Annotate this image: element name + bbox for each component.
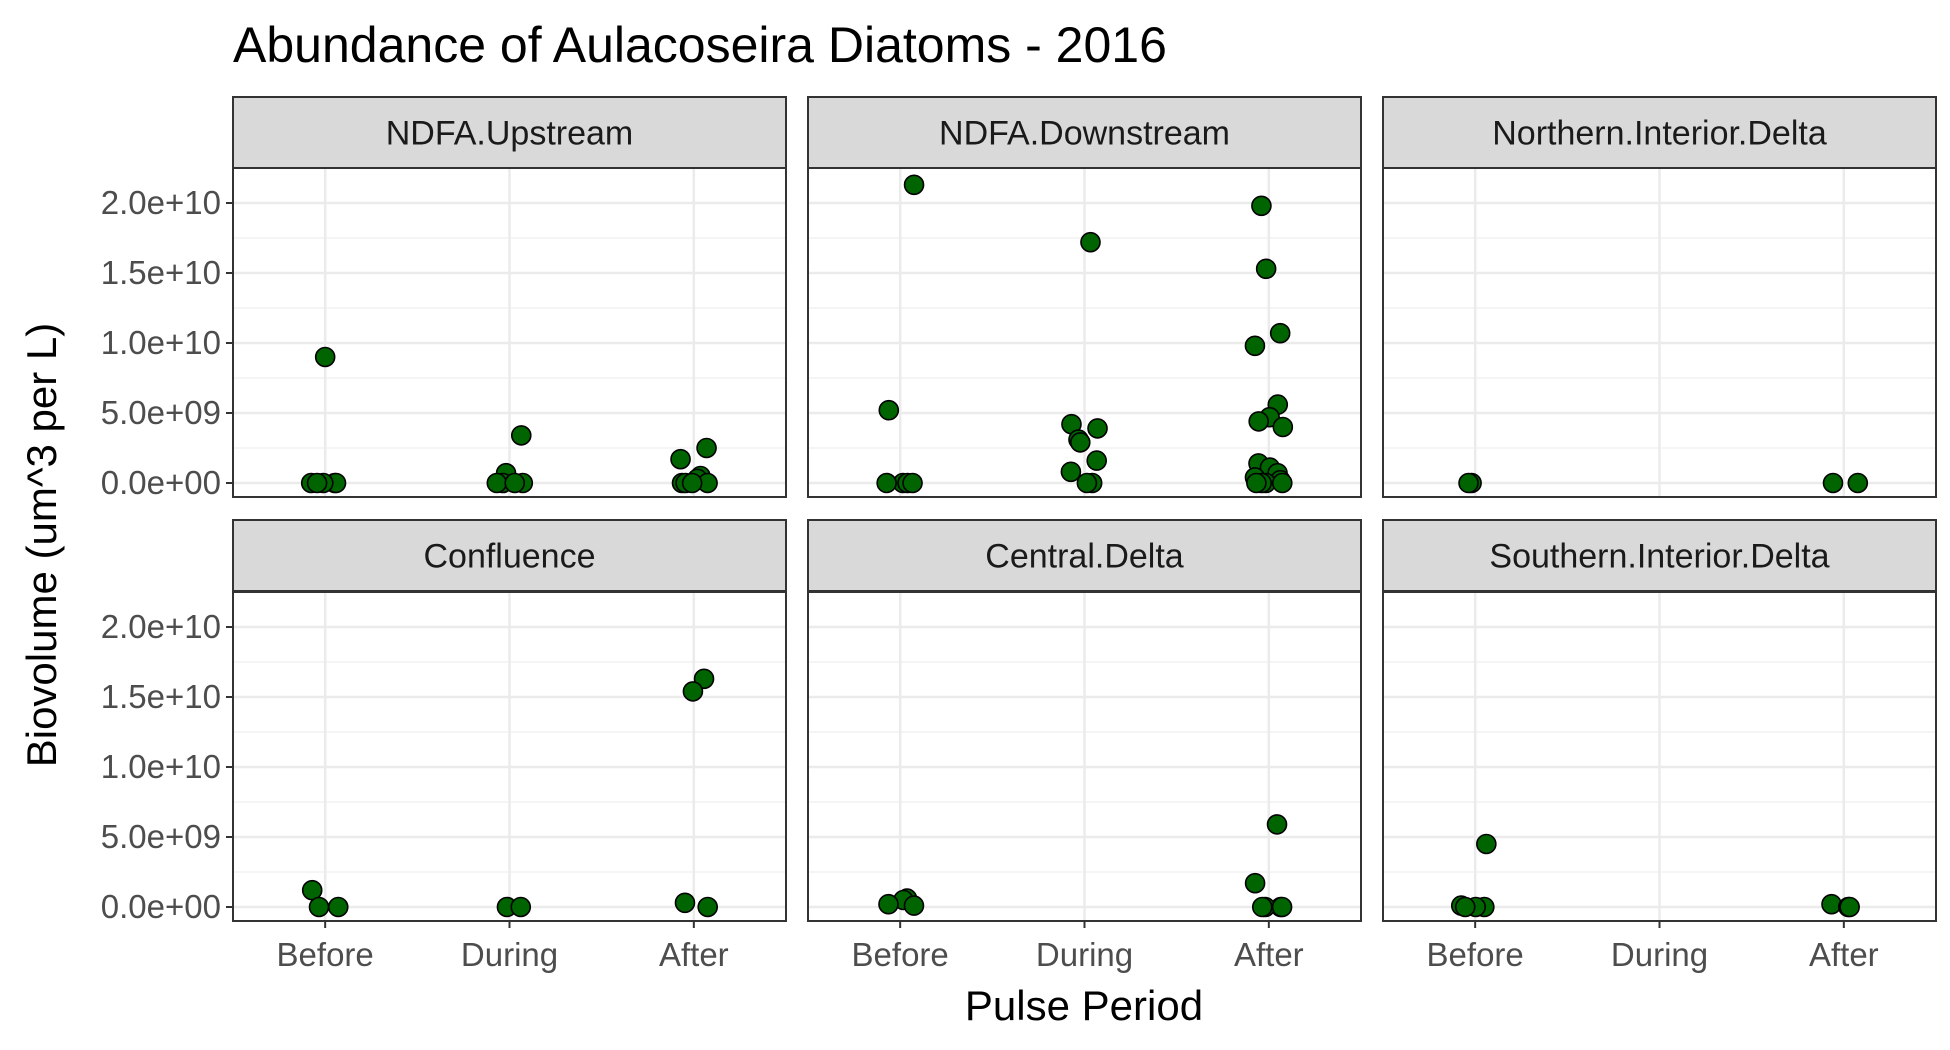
facet-strip-label: NDFA.Downstream [939, 115, 1230, 153]
data-point [327, 896, 349, 918]
data-point [1076, 472, 1098, 494]
data-point [670, 448, 691, 470]
panel-border [1382, 167, 1937, 498]
data-point [510, 896, 532, 918]
facet-strip [1382, 96, 1937, 169]
facet-strip-label: Confluence [423, 538, 595, 576]
data-point [1244, 872, 1266, 894]
x-tick-label: Before [1427, 936, 1524, 973]
data-point [1246, 472, 1267, 494]
data-point [674, 892, 696, 914]
facet-strip [232, 519, 787, 592]
data-point [682, 681, 704, 702]
x-tick-label: After [1809, 936, 1879, 973]
data-point [1266, 814, 1288, 835]
y-tick-label: 2.0e+10 [101, 608, 221, 645]
data-point [903, 174, 925, 196]
facet-strip [1382, 519, 1937, 592]
y-tick-label: 1.0e+10 [101, 324, 221, 361]
data-point [1271, 896, 1293, 918]
y-tick-label: 1.0e+10 [101, 748, 221, 785]
y-tick-label: 0.0e+00 [101, 464, 221, 501]
data-point [1476, 833, 1497, 855]
data-point [1251, 195, 1272, 217]
facet-panel: Confluence 0.0e+00 5.0e+09 1.0e+10 1.5e+10 2.… [101, 519, 787, 973]
data-point [1847, 472, 1869, 494]
y-axis-title: Biovolume (um^3 per L) [18, 323, 65, 768]
facet-strip-label: Southern.Interior.Delta [1489, 538, 1829, 576]
data-point [876, 472, 897, 494]
x-tick-label: Before [277, 936, 374, 973]
data-point [510, 425, 532, 446]
data-point [681, 472, 703, 494]
facet-strip [232, 96, 787, 169]
data-point [1271, 472, 1293, 494]
facet-panel: Central.Delta Before During After [807, 519, 1362, 973]
facet-panel: NDFA.Downstream [807, 96, 1362, 498]
data-point [1080, 231, 1101, 253]
x-axis-title: Pulse Period [965, 982, 1203, 1029]
data-point [1086, 450, 1107, 471]
data-point [1244, 335, 1266, 357]
x-tick-label: After [1234, 936, 1304, 973]
data-point [1822, 472, 1844, 494]
y-tick-label: 0.0e+00 [101, 888, 221, 925]
facet-panel: Southern.Interior.Delta Before During After [1382, 519, 1937, 973]
x-tick-label: During [1611, 936, 1708, 973]
facet-panel: Northern.Interior.Delta [1382, 96, 1937, 498]
data-point [1454, 896, 1476, 918]
data-point [1251, 896, 1273, 918]
facet-strip-label: Northern.Interior.Delta [1492, 115, 1827, 153]
x-tick-label: After [659, 936, 729, 973]
data-point [1060, 461, 1082, 483]
data-point [504, 472, 526, 494]
data-point [1839, 896, 1860, 918]
panel-border [807, 167, 1362, 498]
data-point [1248, 411, 1269, 432]
x-tick-label: During [1036, 936, 1133, 973]
y-tick-label: 1.5e+10 [101, 254, 221, 291]
data-point [878, 893, 899, 915]
data-point [1087, 418, 1108, 439]
data-point [486, 472, 508, 494]
data-point [696, 437, 717, 459]
facet-panel: NDFA.Upstream 0.0e+00 5.0e+09 1.0e+10 1.5e+1… [101, 96, 787, 501]
facet-strip-label: Central.Delta [985, 538, 1184, 576]
data-point [1458, 472, 1479, 494]
data-point [878, 399, 900, 421]
x-tick-label: During [461, 936, 558, 973]
facet-strip [807, 96, 1362, 169]
facet-panels: NDFA.Upstream 0.0e+00 5.0e+09 1.0e+10 1.5e+1… [101, 96, 1937, 973]
data-point [902, 472, 923, 494]
y-tick-label: 5.0e+09 [101, 818, 221, 855]
x-tick-label: Before [852, 936, 949, 973]
data-point [697, 896, 719, 918]
data-point [308, 896, 330, 918]
chart-title: Abundance of Aulacoseira Diatoms - 2016 [233, 17, 1167, 73]
y-tick-label: 1.5e+10 [101, 678, 221, 715]
data-point [903, 895, 925, 916]
data-point [314, 346, 336, 368]
y-tick-label: 5.0e+09 [101, 394, 221, 431]
data-point [306, 472, 328, 494]
facet-strip-label: NDFA.Upstream [386, 115, 634, 153]
data-point [1269, 322, 1291, 344]
data-point [1069, 432, 1091, 453]
y-tick-label: 2.0e+10 [101, 184, 221, 221]
panel-border [232, 167, 787, 498]
data-point [1272, 416, 1294, 438]
data-point [1821, 893, 1842, 915]
data-point [1255, 258, 1277, 280]
